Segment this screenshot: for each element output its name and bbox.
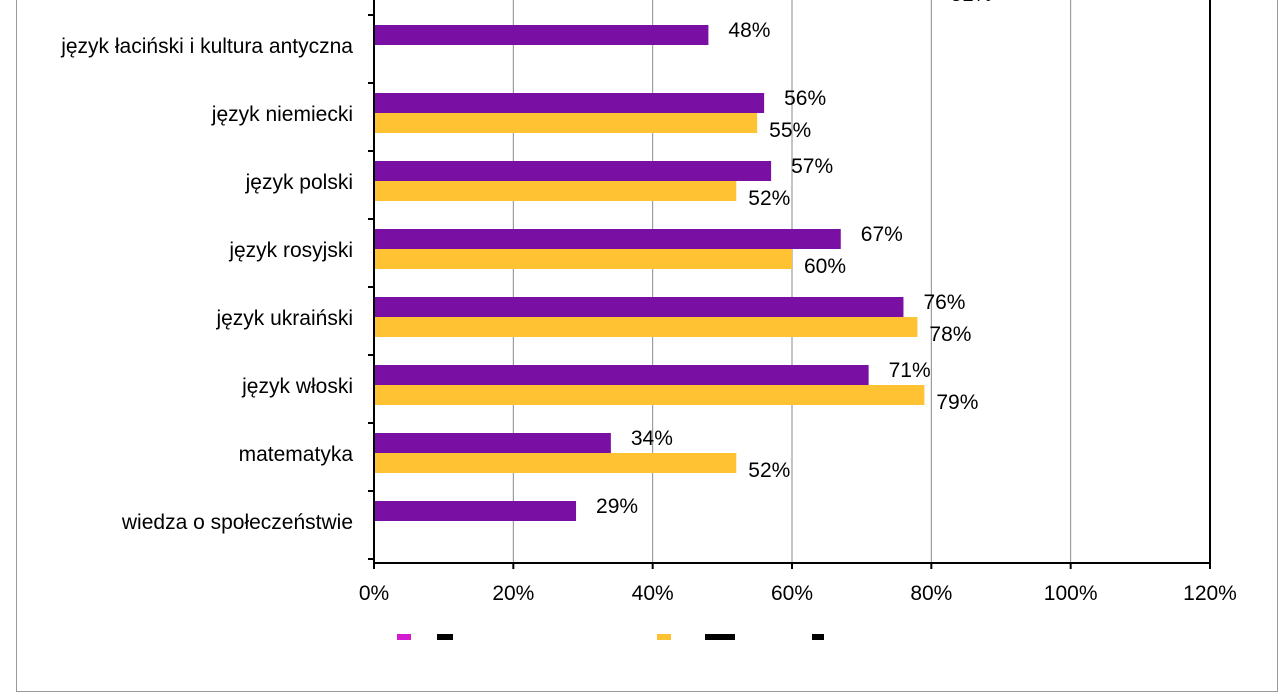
bar xyxy=(374,181,737,201)
bar xyxy=(374,113,758,133)
legend-marker xyxy=(705,634,735,640)
category-label: język łaciński i kultura antyczna xyxy=(60,35,353,58)
x-tick-label: 40% xyxy=(632,582,674,605)
legend-swatch xyxy=(397,634,411,640)
bar xyxy=(374,161,772,181)
data-label: 55% xyxy=(769,119,811,142)
data-label: 67% xyxy=(861,223,903,246)
bars-layer xyxy=(374,25,925,521)
category-label: wiedza o społeczeństwie xyxy=(121,511,353,534)
data-label: 52% xyxy=(748,459,790,482)
bar xyxy=(374,249,792,269)
data-label: 52% xyxy=(748,187,790,210)
category-label: matematyka xyxy=(239,443,354,466)
bar xyxy=(374,385,925,405)
category-label: język rosyjski xyxy=(228,239,353,262)
bar-chart: 0% 20% 40% 60% 80% 100% 120% 81% język łaciński… xyxy=(60,0,1237,640)
data-label: 76% xyxy=(923,291,965,314)
category-label: język niemiecki xyxy=(211,103,353,126)
bar xyxy=(374,433,611,453)
labels-layer: 81% język łaciński i kultura antyczna 48% j… xyxy=(60,0,992,534)
data-label: 34% xyxy=(631,427,673,450)
bar xyxy=(374,297,904,317)
bar xyxy=(374,93,765,113)
bar xyxy=(374,317,918,337)
data-label: 57% xyxy=(791,155,833,178)
legend xyxy=(397,634,824,640)
data-label: 81% xyxy=(950,0,992,6)
bar xyxy=(374,229,841,249)
axis-layer: 0% 20% 40% 60% 80% 100% 120% xyxy=(359,0,1237,605)
data-label: 78% xyxy=(929,323,971,346)
data-label: 29% xyxy=(596,495,638,518)
x-tick-label: 0% xyxy=(359,582,389,605)
grid-layer xyxy=(512,0,1211,563)
data-label: 60% xyxy=(804,255,846,278)
data-label: 79% xyxy=(936,391,978,414)
x-tick-label: 80% xyxy=(910,582,952,605)
bar xyxy=(374,365,869,385)
data-label: 71% xyxy=(889,359,931,382)
category-label: język polski xyxy=(245,171,353,194)
x-tick-label: 120% xyxy=(1183,582,1237,605)
category-label: język włoski xyxy=(241,375,353,398)
legend-marker xyxy=(437,634,453,640)
legend-marker xyxy=(812,634,824,640)
x-tick-label: 20% xyxy=(492,582,534,605)
category-label: język ukraiński xyxy=(215,307,353,330)
bar xyxy=(374,501,577,521)
bar xyxy=(374,25,709,45)
bar xyxy=(374,453,737,473)
data-label: 48% xyxy=(728,19,770,42)
legend-swatch xyxy=(657,634,671,640)
x-tick-label: 100% xyxy=(1044,582,1098,605)
data-label: 56% xyxy=(784,87,826,110)
x-tick-label: 60% xyxy=(771,582,813,605)
